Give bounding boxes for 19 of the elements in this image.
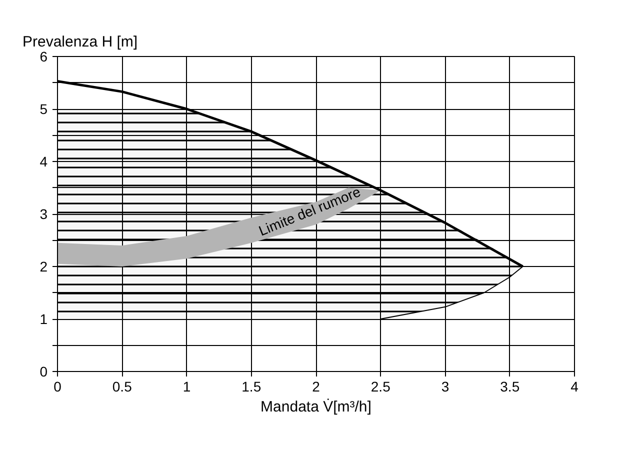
x-tick-label: 4 — [570, 378, 579, 394]
y-tick-label: 6 — [40, 48, 48, 64]
y-tick-label: 0 — [40, 364, 48, 380]
y-tick-label: 4 — [40, 154, 48, 170]
x-tick-label: 1 — [182, 378, 191, 394]
y-tick-label: 2 — [40, 258, 48, 274]
x-tick-label: 3.5 — [500, 378, 520, 394]
y-tick-label: 1 — [40, 311, 48, 327]
x-tick-label: 2.5 — [370, 378, 391, 394]
x-tick-label: 3 — [441, 378, 450, 394]
x-tick-label: 0 — [54, 378, 62, 394]
x-tick-label: 1.5 — [242, 378, 262, 394]
y-tick-label: 3 — [40, 206, 48, 222]
y-tick-label: 5 — [40, 101, 48, 117]
x-axis-title: Mandata V̇[m³/h] — [260, 398, 372, 416]
annotation: Limite del rumore — [256, 183, 363, 239]
x-tick-label: 0.5 — [112, 378, 132, 394]
y-axis-title: Prevalenza H [m] — [22, 34, 138, 50]
x-tick-label: 2 — [312, 378, 320, 394]
